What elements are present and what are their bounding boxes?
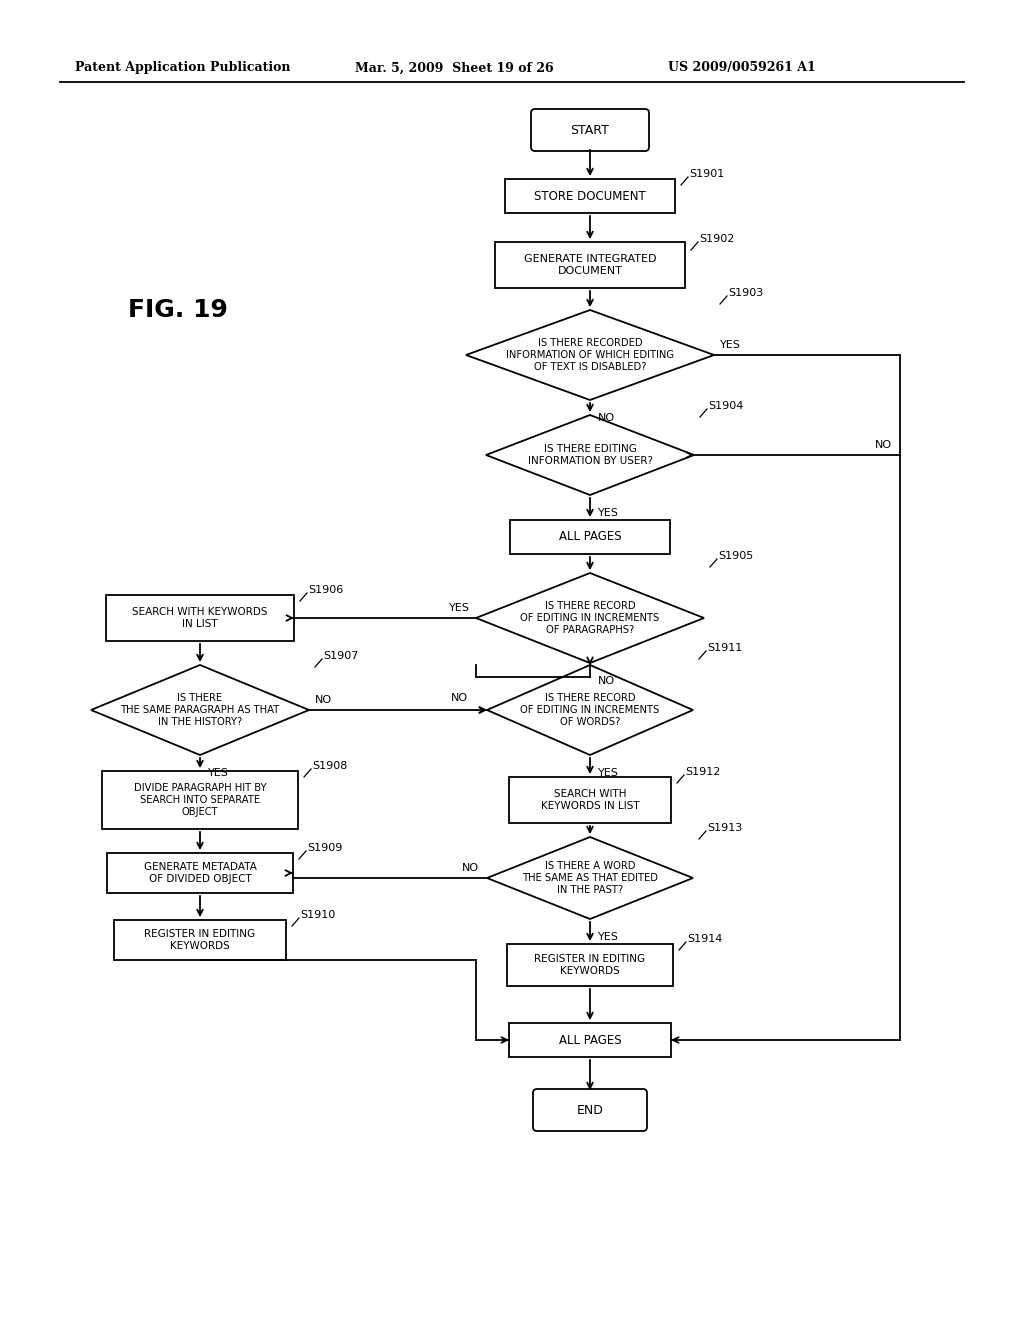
Text: IS THERE EDITING
INFORMATION BY USER?: IS THERE EDITING INFORMATION BY USER? xyxy=(527,445,652,466)
Text: IS THERE A WORD
THE SAME AS THAT EDITED
IN THE PAST?: IS THERE A WORD THE SAME AS THAT EDITED … xyxy=(522,862,658,895)
Text: REGISTER IN EDITING
KEYWORDS: REGISTER IN EDITING KEYWORDS xyxy=(535,954,645,975)
FancyBboxPatch shape xyxy=(531,110,649,150)
Text: END: END xyxy=(577,1104,603,1117)
Text: REGISTER IN EDITING
KEYWORDS: REGISTER IN EDITING KEYWORDS xyxy=(144,929,256,950)
Text: S1913: S1913 xyxy=(707,822,742,833)
Text: GENERATE INTEGRATED
DOCUMENT: GENERATE INTEGRATED DOCUMENT xyxy=(523,255,656,276)
Text: S1907: S1907 xyxy=(323,651,358,661)
Polygon shape xyxy=(466,310,714,400)
Text: YES: YES xyxy=(720,341,741,350)
Bar xyxy=(505,180,675,213)
Bar xyxy=(106,853,293,894)
Text: Mar. 5, 2009  Sheet 19 of 26: Mar. 5, 2009 Sheet 19 of 26 xyxy=(355,62,554,74)
Text: IS THERE RECORDED
INFORMATION OF WHICH EDITING
OF TEXT IS DISABLED?: IS THERE RECORDED INFORMATION OF WHICH E… xyxy=(506,338,674,372)
Text: NO: NO xyxy=(315,696,332,705)
Text: S1902: S1902 xyxy=(699,234,734,244)
Text: DIVIDE PARAGRAPH HIT BY
SEARCH INTO SEPARATE
OBJECT: DIVIDE PARAGRAPH HIT BY SEARCH INTO SEPA… xyxy=(134,783,266,817)
Text: S1910: S1910 xyxy=(300,909,335,920)
Text: IS THERE
THE SAME PARAGRAPH AS THAT
IN THE HISTORY?: IS THERE THE SAME PARAGRAPH AS THAT IN T… xyxy=(121,693,280,726)
Text: S1903: S1903 xyxy=(728,288,763,298)
Text: YES: YES xyxy=(208,768,229,777)
Polygon shape xyxy=(487,665,693,755)
Polygon shape xyxy=(486,414,694,495)
Text: NO: NO xyxy=(874,440,892,450)
Text: Patent Application Publication: Patent Application Publication xyxy=(75,62,291,74)
Text: YES: YES xyxy=(598,768,618,777)
Text: ALL PAGES: ALL PAGES xyxy=(559,531,622,544)
Text: START: START xyxy=(570,124,609,136)
Text: FIG. 19: FIG. 19 xyxy=(128,298,228,322)
Polygon shape xyxy=(487,837,693,919)
FancyBboxPatch shape xyxy=(534,1089,647,1131)
Text: S1908: S1908 xyxy=(312,762,347,771)
Bar xyxy=(495,242,685,288)
Text: SEARCH WITH KEYWORDS
IN LIST: SEARCH WITH KEYWORDS IN LIST xyxy=(132,607,267,628)
Text: STORE DOCUMENT: STORE DOCUMENT xyxy=(535,190,646,202)
Text: S1906: S1906 xyxy=(308,585,343,595)
Text: S1914: S1914 xyxy=(687,935,722,944)
Text: NO: NO xyxy=(451,693,468,704)
Text: NO: NO xyxy=(598,676,615,686)
Polygon shape xyxy=(91,665,309,755)
Bar xyxy=(509,1023,671,1057)
Text: S1905: S1905 xyxy=(718,550,754,561)
Text: S1904: S1904 xyxy=(708,401,743,411)
Text: S1912: S1912 xyxy=(685,767,720,777)
Text: SEARCH WITH
KEYWORDS IN LIST: SEARCH WITH KEYWORDS IN LIST xyxy=(541,789,639,810)
Polygon shape xyxy=(476,573,705,663)
Bar xyxy=(106,595,294,642)
Text: IS THERE RECORD
OF EDITING IN INCREMENTS
OF WORDS?: IS THERE RECORD OF EDITING IN INCREMENTS… xyxy=(520,693,659,726)
Bar xyxy=(510,520,670,554)
Text: YES: YES xyxy=(598,508,618,517)
Text: GENERATE METADATA
OF DIVIDED OBJECT: GENERATE METADATA OF DIVIDED OBJECT xyxy=(143,862,256,884)
Bar xyxy=(509,777,671,822)
Text: IS THERE RECORD
OF EDITING IN INCREMENTS
OF PARAGRAPHS?: IS THERE RECORD OF EDITING IN INCREMENTS… xyxy=(520,602,659,635)
Bar xyxy=(507,944,673,986)
Text: NO: NO xyxy=(462,863,479,873)
Bar xyxy=(114,920,286,960)
Text: ALL PAGES: ALL PAGES xyxy=(559,1034,622,1047)
Text: S1911: S1911 xyxy=(707,643,742,653)
Bar xyxy=(102,771,298,829)
Text: US 2009/0059261 A1: US 2009/0059261 A1 xyxy=(668,62,816,74)
Text: YES: YES xyxy=(598,932,618,942)
Text: YES: YES xyxy=(450,603,470,612)
Text: S1901: S1901 xyxy=(689,169,724,180)
Text: S1909: S1909 xyxy=(307,843,342,853)
Text: NO: NO xyxy=(598,413,615,422)
